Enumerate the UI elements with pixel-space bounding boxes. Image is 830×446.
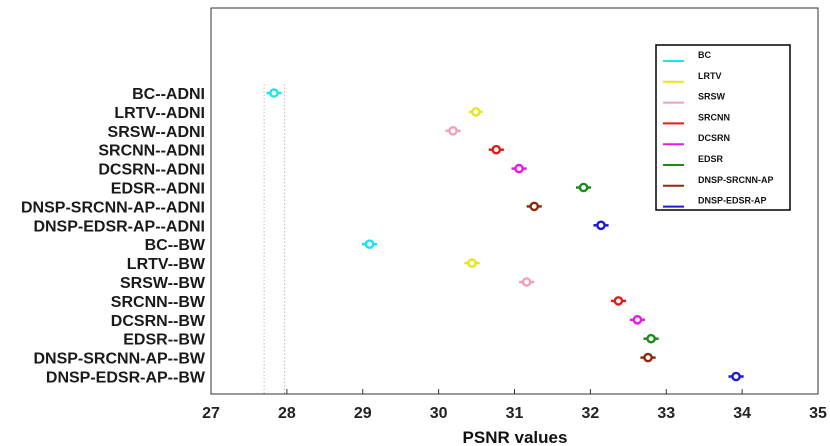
legend-label: SRSW xyxy=(698,92,726,102)
legend-label: DNSP-SRCNN-AP xyxy=(698,175,774,185)
x-tick-label: 32 xyxy=(581,405,599,422)
x-axis-ticks: 27 28 29 30 31 32 33 34 35 xyxy=(202,389,827,422)
x-tick-label: 34 xyxy=(733,405,751,422)
category-label: DNSP-EDSR-AP--BW xyxy=(46,370,206,387)
data-point xyxy=(491,144,502,155)
legend: BC LRTV SRSW SRCNN DCSRN EDSR DNSP-SRCNN-AP DNS… xyxy=(655,44,791,211)
category-label: SRSW--BW xyxy=(120,275,206,292)
category-label: DNSP-SRCNN-AP--BW xyxy=(33,351,205,368)
data-point xyxy=(632,314,643,325)
x-tick-label: 28 xyxy=(278,405,296,422)
data-point xyxy=(529,201,540,212)
reference-lines xyxy=(263,84,286,394)
x-tick-label: 31 xyxy=(506,405,524,422)
data-point xyxy=(471,107,481,117)
x-tick-label: 30 xyxy=(430,405,448,422)
x-axis-title: PSNR values xyxy=(463,428,568,446)
category-label: DNSP-EDSR-AP--ADNI xyxy=(33,218,205,235)
data-point xyxy=(514,163,524,174)
legend-box xyxy=(655,44,791,211)
data-point xyxy=(613,296,624,306)
legend-label: DCSRN xyxy=(698,133,730,143)
data-point xyxy=(596,220,606,231)
data-point xyxy=(521,277,532,287)
legend-label: SRCNN xyxy=(698,112,730,122)
data-point xyxy=(364,239,375,249)
legend-label: EDSR xyxy=(698,154,724,164)
category-label: BC--BW xyxy=(145,237,206,254)
x-tick-label: 35 xyxy=(809,405,827,422)
category-label: SRCNN--ADNI xyxy=(98,143,205,160)
category-label: LRTV--BW xyxy=(127,256,206,273)
data-point xyxy=(448,126,458,136)
category-label: SRSW--ADNI xyxy=(108,124,205,141)
category-label: EDSR--ADNI xyxy=(111,181,205,198)
legend-label: BC xyxy=(698,50,711,60)
data-point xyxy=(646,333,656,344)
data-point xyxy=(269,88,279,98)
x-tick-label: 33 xyxy=(657,405,675,422)
category-label: DCSRN--BW xyxy=(111,313,206,330)
category-labels: BC--ADNI LRTV--ADNI SRSW--ADNI SRCNN--ADNI D… xyxy=(21,86,206,387)
legend-label: LRTV xyxy=(698,71,722,81)
category-label: SRCNN--BW xyxy=(111,294,206,311)
data-points xyxy=(266,88,744,382)
data-point xyxy=(643,352,653,363)
x-tick-label: 27 xyxy=(202,405,220,422)
legend-label: DNSP-EDSR-AP xyxy=(698,196,767,206)
data-point xyxy=(731,371,741,382)
category-label: LRTV--ADNI xyxy=(114,105,205,122)
data-point xyxy=(578,182,589,193)
x-tick-label: 29 xyxy=(354,405,372,422)
data-point xyxy=(467,258,477,268)
category-label: EDSR--BW xyxy=(123,332,206,349)
category-label: DNSP-SRCNN-AP--ADNI xyxy=(21,199,205,216)
category-label: DCSRN--ADNI xyxy=(98,162,205,179)
category-label: BC--ADNI xyxy=(132,86,205,103)
